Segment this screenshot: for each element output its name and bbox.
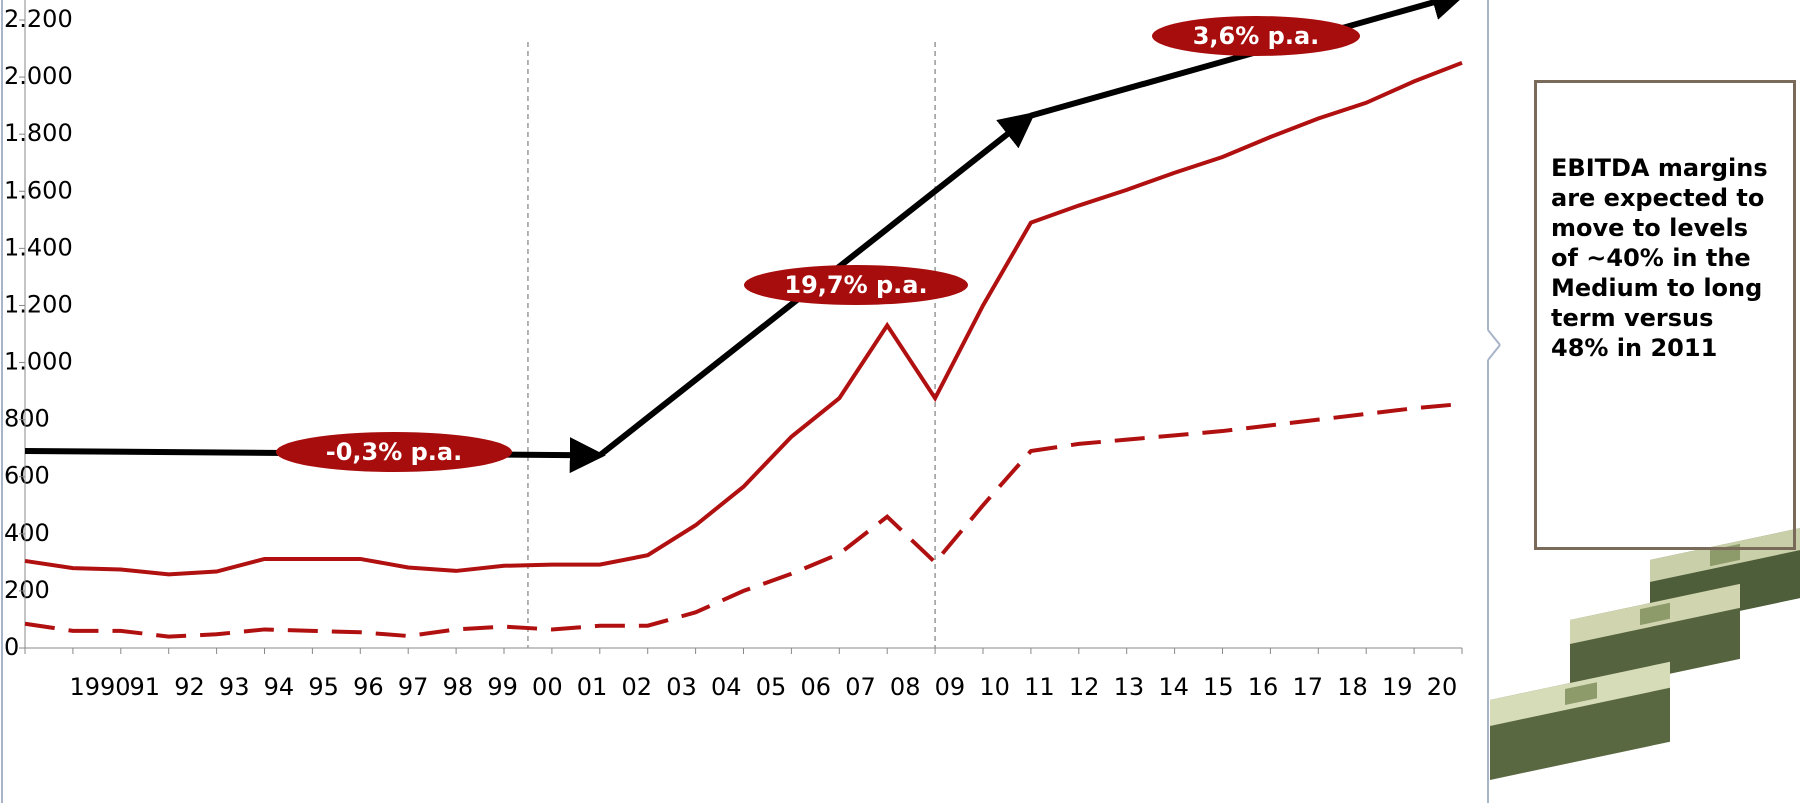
x-tick-label: 05 bbox=[756, 673, 787, 701]
series-line bbox=[24, 60, 1463, 577]
rate-label: 19,7% p.a. bbox=[784, 271, 927, 299]
rate-label: -0,3% p.a. bbox=[326, 438, 463, 466]
x-tick-label: 94 bbox=[264, 673, 295, 701]
y-tick-label: 800 bbox=[4, 405, 50, 433]
x-tick-label: 92 bbox=[174, 673, 205, 701]
x-tick-label: 01 bbox=[577, 673, 608, 701]
x-tick-label: 12 bbox=[1069, 673, 1100, 701]
x-tick-label: 02 bbox=[622, 673, 653, 701]
y-tick-label: 2.000 bbox=[4, 62, 73, 90]
x-tick-label: 08 bbox=[890, 673, 921, 701]
y-tick-label: 0 bbox=[4, 633, 19, 661]
x-tick-label: 1990 bbox=[69, 673, 130, 701]
x-tick-label: 14 bbox=[1158, 673, 1189, 701]
x-tick-label: 18 bbox=[1337, 673, 1368, 701]
y-tick-label: 1.400 bbox=[4, 233, 73, 261]
trend-group bbox=[24, 0, 1468, 474]
rate-badge bbox=[1152, 16, 1360, 56]
y-tick-label: 600 bbox=[4, 462, 50, 490]
x-tick-label: 03 bbox=[666, 673, 697, 701]
rate-badge bbox=[744, 265, 968, 305]
x-tick-label: 93 bbox=[219, 673, 250, 701]
y-tick-label: 1.600 bbox=[4, 176, 73, 204]
x-tick-label: 99 bbox=[487, 673, 518, 701]
x-tick-label: 20 bbox=[1427, 673, 1458, 701]
x-tick-label: 10 bbox=[979, 673, 1010, 701]
x-tick-label: 00 bbox=[532, 673, 563, 701]
y-tick-label: 1.200 bbox=[4, 290, 73, 318]
x-tick-label: 98 bbox=[443, 673, 474, 701]
rate-label: 3,6% p.a. bbox=[1193, 22, 1320, 50]
annotation-box: EBITDA margins are expected to move to l… bbox=[1534, 80, 1796, 550]
x-tick-label: 07 bbox=[845, 673, 876, 701]
x-tick-label: 96 bbox=[353, 673, 384, 701]
x-tick-label: 16 bbox=[1248, 673, 1279, 701]
x-tick-label: 11 bbox=[1024, 673, 1055, 701]
x-tick-label: 95 bbox=[308, 673, 339, 701]
x-tick-label: 13 bbox=[1114, 673, 1145, 701]
divider bbox=[1487, 344, 1501, 361]
y-tick-label: 1.000 bbox=[4, 348, 73, 376]
y-tick-label: 2.200 bbox=[4, 5, 73, 33]
y-tick-label: 200 bbox=[4, 576, 50, 604]
x-tick-label: 17 bbox=[1293, 673, 1324, 701]
series-line bbox=[24, 401, 1463, 639]
x-tick-label: 91 bbox=[129, 673, 160, 701]
x-tick-label: 09 bbox=[935, 673, 966, 701]
x-tick-label: 19 bbox=[1382, 673, 1413, 701]
money-icon bbox=[1490, 528, 1800, 780]
x-tick-label: 06 bbox=[800, 673, 831, 701]
y-tick-label: 400 bbox=[4, 519, 50, 547]
y-tick-label: 1.800 bbox=[4, 119, 73, 147]
divider bbox=[1487, 329, 1501, 346]
x-tick-label: 15 bbox=[1203, 673, 1234, 701]
x-tick-label: 04 bbox=[711, 673, 742, 701]
rate-badge bbox=[276, 432, 512, 472]
x-tick-label: 97 bbox=[398, 673, 429, 701]
